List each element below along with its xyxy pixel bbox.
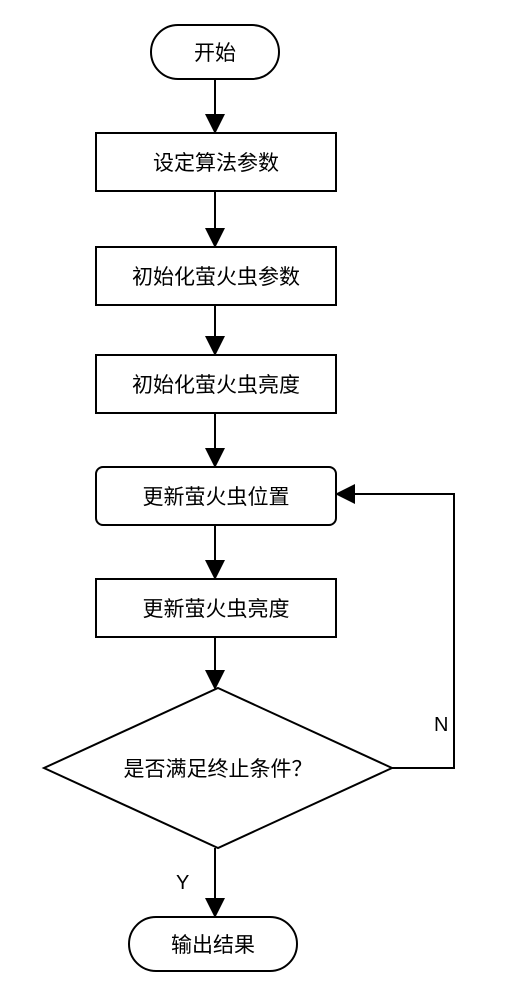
edge-label-yes: Y [176, 872, 189, 895]
init-firefly-params-label: 初始化萤火虫参数 [132, 261, 300, 291]
update-position-node: 更新萤火虫位置 [95, 466, 337, 526]
decision-label: 是否满足终止条件？ [124, 753, 313, 783]
set-params-label: 设定算法参数 [153, 147, 279, 177]
init-firefly-brightness-label: 初始化萤火虫亮度 [132, 369, 300, 399]
update-brightness-label: 更新萤火虫亮度 [143, 593, 290, 623]
output-label: 输出结果 [171, 929, 255, 959]
start-node: 开始 [150, 24, 280, 80]
decision-node: 是否满足终止条件？ [44, 688, 392, 848]
output-node: 输出结果 [128, 916, 298, 972]
edge-label-no: N [434, 714, 448, 737]
update-position-label: 更新萤火虫位置 [143, 481, 290, 511]
init-firefly-brightness-node: 初始化萤火虫亮度 [95, 354, 337, 414]
update-brightness-node: 更新萤火虫亮度 [95, 578, 337, 638]
start-label: 开始 [194, 37, 236, 67]
init-firefly-params-node: 初始化萤火虫参数 [95, 246, 337, 306]
set-params-node: 设定算法参数 [95, 132, 337, 192]
